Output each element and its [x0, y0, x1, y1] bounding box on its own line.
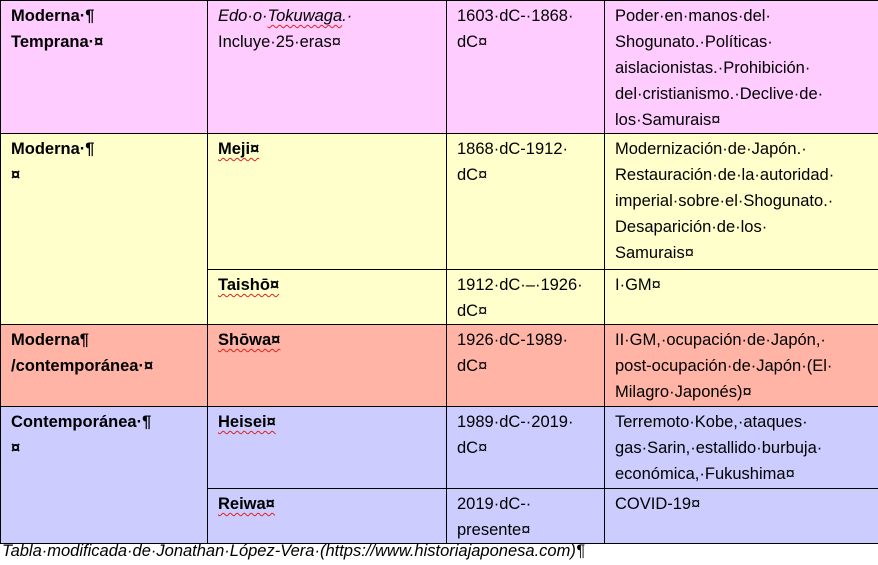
stage-line: Contemporánea·¶	[11, 413, 152, 431]
dates-cell[interactable]: 1603·dC-·1868· dC¤	[446, 0, 605, 134]
era-text: Edo·o·	[218, 7, 268, 25]
stage-line: ¤	[11, 439, 21, 457]
era-text: .·	[342, 7, 353, 25]
era-cell[interactable]: Meji¤	[207, 133, 447, 270]
era-text: Heisei¤	[218, 413, 276, 431]
desc-line: post-ocupación·de·Japón·(El·	[615, 357, 833, 375]
table-row: Moderna¶ /contemporánea·¤ Shōwa¤ 1926·dC-…	[0, 324, 878, 407]
stage-line: Temprana·¤	[11, 33, 104, 51]
era-cell[interactable]: Reiwa¤	[207, 488, 447, 544]
table-caption: Tabla·modificada·de·Jonathan·López-Vera·…	[2, 542, 585, 560]
era-cell[interactable]: Shōwa¤	[207, 324, 447, 407]
era-cell[interactable]: Heisei¤	[207, 406, 447, 489]
desc-line: Desaparición·de·los·	[615, 218, 768, 236]
desc-line: gas·Sarin,·estallido·burbuja·	[615, 439, 823, 457]
stage-line: Moderna·¶	[11, 140, 95, 158]
era-cell[interactable]: Edo·o·Tokuwaga.· Incluye·25·eras¤	[207, 0, 447, 134]
dates-cell[interactable]: 1926·dC-1989· dC¤	[446, 324, 605, 407]
stage-line: /contemporánea·¤	[11, 357, 154, 375]
desc-line: económica,·Fukushima¤	[615, 465, 795, 483]
desc-line: I·GM¤	[615, 276, 661, 294]
desc-line: Poder·en·manos·del·	[615, 7, 771, 25]
dates-line: 1989·dC-·2019·	[457, 413, 574, 431]
desc-line: Samurais¤	[615, 244, 694, 262]
stage-line: Moderna·¶	[11, 7, 95, 25]
desc-line: II·GM,·ocupación·de·Japón,·	[615, 331, 826, 349]
desc-line: del·cristianismo.·Declive·de·	[615, 85, 824, 103]
description-cell[interactable]: II·GM,·ocupación·de·Japón,· post-ocupació…	[604, 324, 878, 407]
description-cell[interactable]: I·GM¤	[604, 269, 878, 325]
stage-cell[interactable]: Moderna¶ /contemporánea·¤	[0, 324, 208, 407]
era-text: Taishō¤	[218, 276, 280, 294]
stage-cell[interactable]: Moderna·¶ Temprana·¤	[0, 0, 208, 134]
description-cell[interactable]: COVID-19¤	[604, 488, 878, 544]
table-row: Reiwa¤ 2019·dC-· presente¤ COVID-19¤	[1, 488, 878, 544]
desc-line: los·Samurais¤	[615, 111, 721, 129]
era-note: Incluye·25·eras¤	[218, 33, 341, 51]
table-row: Taishō¤ 1912·dC·–·1926· dC¤ I·GM¤	[1, 269, 878, 325]
japan-periods-table: Moderna·¶ Temprana·¤ Edo·o·Tokuwaga.· Incl…	[0, 0, 878, 544]
desc-line: Terremoto·Kobe,·ataques·	[615, 413, 808, 431]
dates-line: dC¤	[457, 439, 488, 457]
dates-cell[interactable]: 1912·dC·–·1926· dC¤	[446, 269, 605, 325]
desc-line: Modernización·de·Japón.·	[615, 140, 807, 158]
era-text: Shōwa¤	[218, 331, 281, 349]
stage-cell[interactable]: Contemporánea·¶ ¤	[0, 406, 208, 544]
era-cell[interactable]: Taishō¤	[207, 269, 447, 325]
dates-line: presente¤	[457, 521, 531, 539]
table-row: Moderna·¶ Temprana·¤ Edo·o·Tokuwaga.· Incl…	[0, 0, 878, 134]
table-row: Contemporánea·¶ ¤ Heisei¤ 1989·dC-·2019· d…	[0, 406, 878, 544]
era-text: Tokuwaga	[267, 7, 343, 25]
dates-line: 1912·dC·–·1926·	[457, 276, 583, 294]
desc-line: Shogunato.·Políticas·	[615, 33, 773, 51]
stage-line: Moderna¶	[11, 331, 89, 349]
desc-line: aislacionistas.·Prohibición·	[615, 59, 811, 77]
dates-line: 2019·dC-·	[457, 495, 532, 513]
era-text: Meji¤	[218, 140, 260, 158]
stage-line: ¤	[11, 166, 21, 184]
dates-line: dC¤	[457, 33, 488, 51]
dates-line: 1603·dC-·1868·	[457, 7, 574, 25]
dates-line: dC¤	[457, 302, 488, 320]
dates-line: dC¤	[457, 166, 488, 184]
era-text: Reiwa¤	[218, 495, 275, 513]
dates-cell[interactable]: 2019·dC-· presente¤	[446, 488, 605, 544]
desc-line: imperial·sobre·el·Shogunato.·	[615, 192, 834, 210]
dates-cell[interactable]: 1868·dC-1912· dC¤	[446, 133, 605, 270]
description-cell[interactable]: Modernización·de·Japón.· Restauración·de·…	[604, 133, 878, 270]
description-cell[interactable]: Terremoto·Kobe,·ataques· gas·Sarin,·estal…	[604, 406, 878, 489]
desc-line: Restauración·de·la·autoridad·	[615, 166, 835, 184]
dates-line: 1926·dC-1989·	[457, 331, 568, 349]
desc-line: Milagro·Japonés)¤	[615, 383, 752, 401]
desc-line: COVID-19¤	[615, 495, 701, 513]
stage-cell[interactable]: Moderna·¶ ¤	[0, 133, 208, 325]
description-cell[interactable]: Poder·en·manos·del· Shogunato.·Políticas·…	[604, 0, 878, 134]
dates-line: dC¤	[457, 357, 488, 375]
dates-line: 1868·dC-1912·	[457, 140, 568, 158]
table-row: Moderna·¶ ¤ Meji¤ 1868·dC-1912· dC¤ Modern…	[0, 133, 878, 325]
dates-cell[interactable]: 1989·dC-·2019· dC¤	[446, 406, 605, 489]
